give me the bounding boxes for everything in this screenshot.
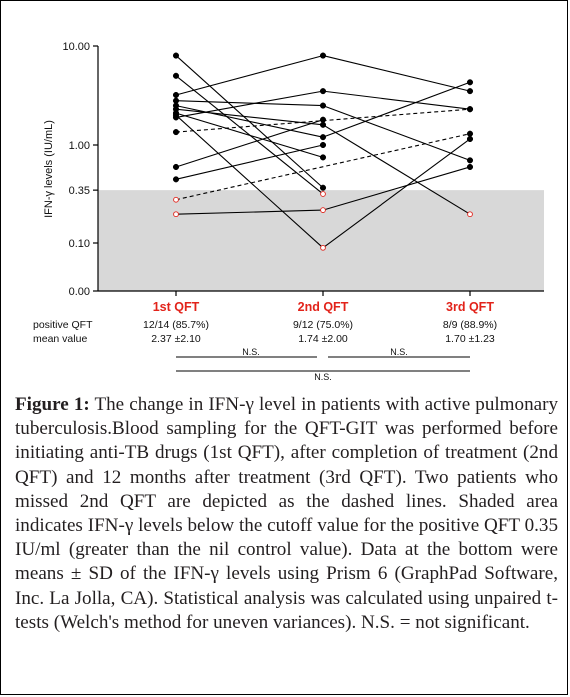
data-point-below-cutoff bbox=[320, 207, 326, 213]
y-tick-label: 10.00 bbox=[62, 41, 90, 53]
data-point bbox=[319, 184, 327, 191]
data-point bbox=[466, 88, 474, 95]
series-segment bbox=[322, 105, 471, 161]
data-point-below-cutoff bbox=[320, 191, 326, 197]
data-point bbox=[172, 176, 180, 183]
y-tick-label: 0.10 bbox=[69, 238, 90, 250]
below-cutoff-region bbox=[98, 190, 544, 291]
series-segment bbox=[175, 90, 324, 118]
table-cell: 8/9 (88.9%) bbox=[443, 319, 497, 331]
caption-text: The change in IFN-γ level in patients wi… bbox=[15, 394, 558, 633]
table-row-label: mean value bbox=[33, 333, 87, 345]
series-segment bbox=[175, 119, 324, 168]
data-point bbox=[172, 72, 180, 79]
data-point bbox=[319, 116, 327, 123]
text-layer: 10.00 1.00 0.35 0.10 0.00 IFN-γ levels (IU/mL… bbox=[33, 41, 497, 382]
data-point bbox=[172, 129, 180, 136]
data-point bbox=[319, 154, 327, 161]
data-point bbox=[466, 135, 474, 143]
series-segment bbox=[175, 55, 324, 96]
data-point bbox=[466, 79, 474, 86]
data-point bbox=[319, 121, 327, 128]
ifn-gamma-chart: 10.00 1.00 0.35 0.10 0.00 IFN-γ levels (IU/mL… bbox=[33, 41, 544, 382]
data-point bbox=[319, 88, 327, 95]
category-label: 1st QFT bbox=[153, 300, 200, 314]
data-point bbox=[466, 157, 474, 164]
series-segment bbox=[175, 144, 324, 180]
table-cell: 2.37 ±2.10 bbox=[151, 333, 201, 345]
y-tick-label: 1.00 bbox=[69, 140, 90, 152]
data-point bbox=[466, 106, 474, 113]
series-segment bbox=[322, 81, 471, 138]
data-point-below-cutoff bbox=[320, 244, 326, 251]
series-segment bbox=[175, 108, 324, 126]
table-cell: 1.70 ±1.23 bbox=[445, 333, 495, 345]
data-point-below-cutoff bbox=[173, 211, 179, 218]
series-segment bbox=[175, 105, 324, 138]
series-segment bbox=[175, 100, 324, 107]
series-segment bbox=[322, 138, 471, 249]
data-point bbox=[172, 52, 180, 59]
y-axis-label: IFN-γ levels (IU/mL) bbox=[43, 120, 55, 218]
table-cell: 9/12 (75.0%) bbox=[293, 319, 353, 331]
table-cell: 1.74 ±2.00 bbox=[298, 333, 348, 345]
data-point bbox=[319, 52, 327, 59]
y-tick-label: 0.35 bbox=[69, 185, 90, 197]
series-segment bbox=[322, 55, 471, 92]
data-point bbox=[466, 130, 474, 137]
axis-layer bbox=[93, 45, 544, 372]
data-point bbox=[172, 91, 180, 99]
data-point bbox=[466, 163, 474, 171]
series-segment bbox=[322, 90, 471, 110]
category-label: 2nd QFT bbox=[298, 300, 349, 314]
dashed-series-segment bbox=[175, 133, 471, 201]
sig-label-1-3: N.S. bbox=[314, 372, 332, 382]
data-point bbox=[319, 102, 327, 109]
table-cell: 12/14 (85.7%) bbox=[143, 319, 209, 331]
category-label: 3rd QFT bbox=[446, 300, 494, 314]
series-segment bbox=[322, 124, 471, 215]
series-segment bbox=[322, 166, 471, 211]
data-point bbox=[172, 114, 180, 121]
series-segment bbox=[175, 114, 324, 249]
line-layer bbox=[175, 55, 471, 249]
sig-label-2-3: N.S. bbox=[390, 347, 408, 357]
point-layer bbox=[172, 52, 474, 251]
shade-layer bbox=[98, 190, 544, 291]
data-point-below-cutoff bbox=[467, 211, 473, 218]
figure-caption: Figure 1: The change in IFN-γ level in p… bbox=[15, 393, 558, 635]
caption-label: Figure 1: bbox=[15, 394, 90, 415]
sig-label-1-2: N.S. bbox=[242, 347, 260, 357]
data-point bbox=[172, 163, 180, 171]
data-point bbox=[319, 141, 327, 149]
series-segment bbox=[175, 209, 324, 215]
data-point bbox=[319, 134, 327, 141]
series-segment bbox=[175, 112, 324, 158]
y-tick-label: 0.00 bbox=[69, 286, 90, 298]
data-point-below-cutoff bbox=[173, 196, 179, 203]
table-row-label: positive QFT bbox=[33, 319, 93, 331]
